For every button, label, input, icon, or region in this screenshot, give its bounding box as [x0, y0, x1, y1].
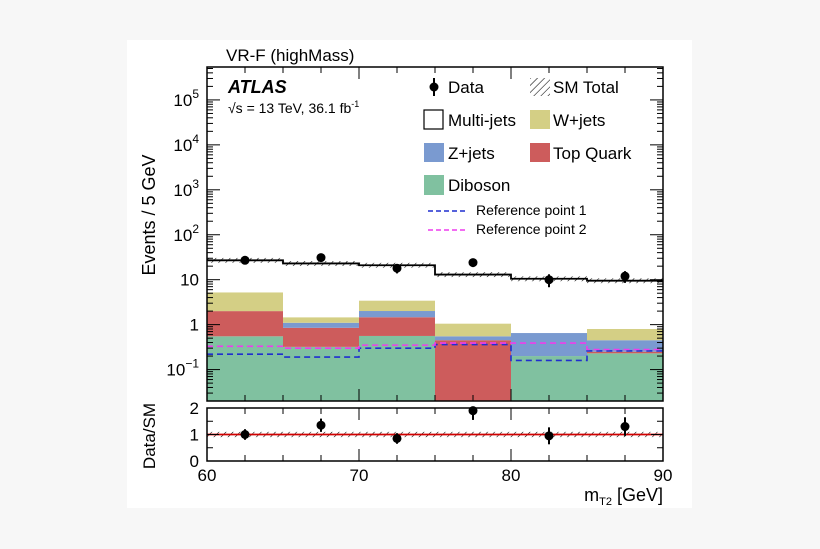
reference-point-1-line [207, 343, 663, 362]
x-tick-label: 80 [502, 466, 521, 485]
y-tick-label: 10−1 [166, 357, 199, 380]
legend-top-quark: Top Quark [530, 143, 632, 163]
y-tick-label: 104 [173, 132, 199, 155]
ratio-point [240, 430, 250, 439]
stack-bar-diboson [359, 335, 435, 401]
stack-bar-top-quark [283, 327, 359, 347]
atlas-label: ATLAS [227, 77, 287, 97]
legend-diboson: Diboson [424, 175, 510, 195]
stack-bar-top-quark [435, 340, 511, 401]
stack-bar-z-jets [359, 311, 435, 318]
stack-bar-z-jets [435, 336, 511, 341]
stack-bar-top-quark [587, 351, 663, 354]
data-point [544, 275, 554, 285]
data-point [468, 258, 478, 268]
reference-point-2-line [207, 342, 663, 351]
data-point [240, 255, 250, 265]
x-tick-label: 70 [350, 466, 369, 485]
y-tick-label: 10 [180, 271, 199, 290]
legend: Data SM Total Multi-jets W+jets Z+jets T… [423, 78, 632, 237]
y-axis-label: Events / 5 GeV [139, 154, 159, 275]
stack-bar-diboson [207, 336, 283, 401]
ratio-point [392, 433, 402, 443]
data-point [620, 271, 630, 281]
stack-bar-diboson [511, 356, 587, 401]
ratio-y-tick-label: 2 [190, 399, 199, 418]
ratio-point [544, 431, 554, 441]
stack-bar-diboson [587, 353, 663, 401]
figure [127, 40, 692, 508]
svg-text:Reference point 1: Reference point 1 [476, 202, 587, 218]
stack-bar-diboson [283, 346, 359, 401]
stack-bar-w-jets [435, 323, 511, 337]
ratio-point [620, 422, 630, 432]
legend-wjets: W+jets [530, 110, 605, 130]
legend-sm-total: SM Total [530, 78, 619, 97]
legend-multijets: Multi-jets [423, 109, 516, 130]
legend-reference-point-1: Reference point 1 [428, 202, 587, 218]
svg-text:W+jets: W+jets [553, 111, 605, 130]
y-tick-label: 103 [173, 177, 199, 200]
stack-bar-top-quark [359, 317, 435, 336]
svg-text:Z+jets: Z+jets [448, 144, 495, 163]
plot-title: VR-F (highMass) [226, 46, 354, 65]
stack-bar-w-jets [283, 317, 359, 323]
y-tick-label: 102 [173, 222, 199, 245]
stack-bar-z-jets [283, 322, 359, 328]
ratio-point [316, 420, 326, 430]
x-axis-label: mT2 [GeV] [584, 485, 663, 508]
x-tick-label: 60 [198, 466, 217, 485]
svg-text:Reference point 2: Reference point 2 [476, 221, 587, 237]
legend-zjets: Z+jets [424, 143, 495, 163]
svg-text:SM Total: SM Total [553, 78, 619, 97]
y-tick-label: 1 [190, 316, 199, 335]
x-tick-label: 90 [654, 466, 673, 485]
stack-bar-w-jets [359, 300, 435, 312]
energy-label: √s = 13 TeV, 36.1 fb-1 [228, 99, 359, 116]
data-point [392, 263, 402, 273]
svg-text:Data: Data [448, 78, 484, 97]
sm-total-line [207, 259, 663, 282]
ratio-y-axis-label: Data/SM [140, 403, 159, 469]
stack-bar-z-jets [511, 333, 587, 357]
svg-text:Diboson: Diboson [448, 176, 510, 195]
stack-bar-z-jets [587, 340, 663, 352]
y-tick-label: 105 [173, 87, 199, 110]
stack-bar-top-quark [207, 311, 283, 337]
legend-data: Data [429, 78, 484, 97]
data-point [316, 253, 326, 263]
ratio-y-tick-label: 1 [190, 426, 199, 445]
ratio-y-tick-label: 0 [190, 452, 199, 471]
svg-text:Multi-jets: Multi-jets [448, 111, 516, 130]
svg-text:Top Quark: Top Quark [553, 144, 632, 163]
stack-bar-w-jets [587, 328, 663, 341]
legend-reference-point-2: Reference point 2 [428, 221, 587, 237]
stack-bar-w-jets [207, 292, 283, 312]
